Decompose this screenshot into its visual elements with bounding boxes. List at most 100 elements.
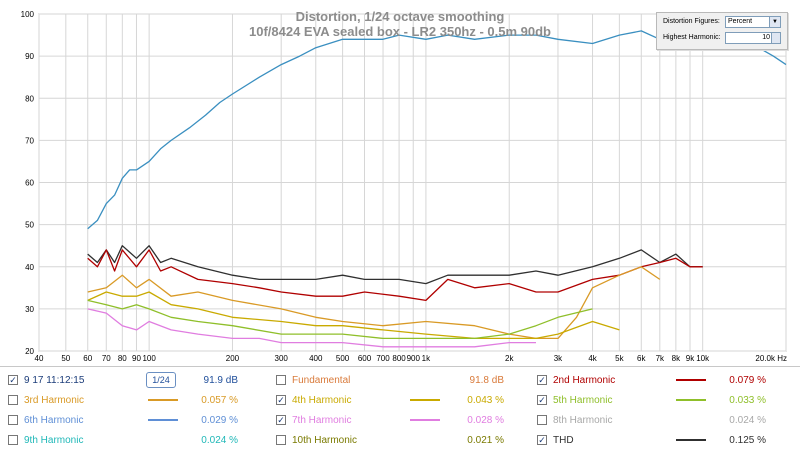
x-tick-label: 9k xyxy=(686,354,695,363)
distortion-chart: 40 50 60 70 80 90 100 200 300 400 500 600 700 800 900 1… xyxy=(21,10,787,363)
legend-item-3rd-harmonic[interactable]: 3rd Harmonic xyxy=(8,390,84,410)
x-tick-label: 90 xyxy=(132,354,141,363)
y-tick-label: 80 xyxy=(25,94,34,103)
legend-swatch-4th-harmonic xyxy=(410,399,440,401)
legend-swatch-3rd-harmonic xyxy=(148,399,178,401)
chart-subtitle: 10f/8424 EVA sealed box - LR2 350hz - 0.… xyxy=(248,24,551,39)
legend-label-fundamental: Fundamental xyxy=(292,374,351,386)
legend-item-fundamental[interactable]: Fundamental xyxy=(276,370,350,390)
highest-harmonic-label: Highest Harmonic: xyxy=(663,34,721,41)
legend-checkbox-7th-harmonic[interactable]: ✓ xyxy=(276,415,286,425)
legend-item-7th-harmonic[interactable]: ✓ 7th Harmonic xyxy=(276,410,351,430)
legend-item-10th-harmonic[interactable]: 10th Harmonic xyxy=(276,430,357,450)
legend-value-8th-harmonic: 0.024 % xyxy=(729,415,766,426)
chart-title: Distortion, 1/24 octave smoothing xyxy=(295,9,505,24)
legend-item-4th-harmonic[interactable]: ✓ 4th Harmonic xyxy=(276,390,351,410)
measurement-checkbox[interactable]: ✓ xyxy=(8,375,18,385)
legend-label-2nd-harmonic: 2nd Harmonic xyxy=(553,374,616,386)
series-line-7th-harmonic xyxy=(87,308,536,348)
x-tick-label: 70 xyxy=(102,354,111,363)
x-tick-label: 600 xyxy=(358,354,372,363)
legend-checkbox-4th-harmonic[interactable]: ✓ xyxy=(276,395,286,405)
series-line-4th-harmonic xyxy=(87,291,620,340)
legend-label-8th-harmonic: 8th Harmonic xyxy=(553,414,613,426)
y-axis-tick-labels: 20 30 40 50 60 70 80 90 100 xyxy=(21,10,35,356)
x-axis-tick-labels: 40 50 60 70 80 90 100 200 300 400 500 600 700 800 900 1… xyxy=(35,354,787,363)
legend-item-2nd-harmonic[interactable]: ✓ 2nd Harmonic xyxy=(537,370,615,390)
legend-checkbox-fundamental[interactable] xyxy=(276,375,286,385)
legend-label-9th-harmonic: 9th Harmonic xyxy=(24,434,84,446)
x-tick-label: 200 xyxy=(226,354,240,363)
plot-grid xyxy=(38,13,787,352)
series-line-3rd-harmonic xyxy=(87,266,661,340)
highest-harmonic-value: 10 xyxy=(762,34,770,41)
y-tick-label: 30 xyxy=(25,305,34,314)
plot-series xyxy=(87,30,787,348)
legend-item-5th-harmonic[interactable]: ✓ 5th Harmonic xyxy=(537,390,612,410)
distortion-figures-label: Distortion Figures: xyxy=(663,18,720,25)
legend-value-fundamental: 91.8 dB xyxy=(469,375,504,386)
legend-value-10th-harmonic: 0.021 % xyxy=(467,435,504,446)
x-tick-label: 6k xyxy=(637,354,646,363)
legend-checkbox-6th-harmonic[interactable] xyxy=(8,415,18,425)
legend-checkbox-2nd-harmonic[interactable]: ✓ xyxy=(537,375,547,385)
series-line-thd xyxy=(87,245,703,285)
legend-swatch-2nd-harmonic xyxy=(676,379,706,381)
measurement-entry[interactable]: ✓ 9 17 11:12:15 xyxy=(8,370,84,390)
legend-item-9th-harmonic[interactable]: 9th Harmonic xyxy=(8,430,83,450)
legend-value-6th-harmonic: 0.029 % xyxy=(201,415,238,426)
legend-checkbox-9th-harmonic[interactable] xyxy=(8,435,18,445)
smoothing-badge[interactable]: 1/24 xyxy=(146,372,176,388)
x-tick-label: 500 xyxy=(336,354,350,363)
legend-checkbox-5th-harmonic[interactable]: ✓ xyxy=(537,395,547,405)
legend-item-8th-harmonic[interactable]: 8th Harmonic xyxy=(537,410,612,430)
y-tick-label: 20 xyxy=(25,347,34,356)
legend-checkbox-3rd-harmonic[interactable] xyxy=(8,395,18,405)
y-tick-label: 60 xyxy=(25,179,34,188)
x-tick-label: 300 xyxy=(275,354,289,363)
legend-label-7th-harmonic: 7th Harmonic xyxy=(292,414,352,426)
legend-checkbox-thd[interactable]: ✓ xyxy=(537,435,547,445)
highest-harmonic-input[interactable]: 10 xyxy=(725,32,781,44)
legend-swatch-5th-harmonic xyxy=(676,399,706,401)
y-tick-label: 50 xyxy=(25,221,34,230)
x-tick-label: 3k xyxy=(554,354,563,363)
y-tick-label: 70 xyxy=(25,136,34,145)
measurement-level: 91.9 dB xyxy=(203,375,238,386)
legend-label-10th-harmonic: 10th Harmonic xyxy=(292,434,358,446)
x-tick-label: 80 xyxy=(118,354,127,363)
legend-checkbox-10th-harmonic[interactable] xyxy=(276,435,286,445)
legend-label-3rd-harmonic: 3rd Harmonic xyxy=(24,394,85,406)
y-tick-label: 100 xyxy=(21,10,35,19)
legend-value-4th-harmonic: 0.043 % xyxy=(467,395,504,406)
legend-swatch-thd xyxy=(676,439,706,441)
legend-value-thd: 0.125 % xyxy=(729,435,766,446)
distortion-plot[interactable]: 40 50 60 70 80 90 100 200 300 400 500 600 700 800 900 1… xyxy=(0,0,800,366)
legend-label-4th-harmonic: 4th Harmonic xyxy=(292,394,352,406)
legend-value-2nd-harmonic: 0.079 % xyxy=(729,375,766,386)
legend-checkbox-8th-harmonic[interactable] xyxy=(537,415,547,425)
series-line-5th-harmonic xyxy=(87,299,593,340)
legend-swatch-6th-harmonic xyxy=(148,419,178,421)
y-tick-label: 40 xyxy=(25,263,34,272)
y-tick-label: 90 xyxy=(25,52,34,61)
legend-label-5th-harmonic: 5th Harmonic xyxy=(553,394,613,406)
chevron-down-icon[interactable]: ▼ xyxy=(769,17,780,27)
legend-value-7th-harmonic: 0.028 % xyxy=(467,415,504,426)
legend-label-thd: THD xyxy=(553,434,574,446)
legend-value-9th-harmonic: 0.024 % xyxy=(201,435,238,446)
legend-label-6th-harmonic: 6th Harmonic xyxy=(24,414,84,426)
x-tick-label: 60 xyxy=(83,354,92,363)
spinner-icon[interactable] xyxy=(771,33,780,43)
legend-item-thd[interactable]: ✓ THD xyxy=(537,430,574,450)
x-tick-label: 4k xyxy=(588,354,597,363)
x-tick-label: 2k xyxy=(505,354,514,363)
x-tick-label: 8k xyxy=(672,354,681,363)
distortion-figures-select[interactable]: Percent ▼ xyxy=(725,16,781,28)
legend-value-3rd-harmonic: 0.057 % xyxy=(201,395,238,406)
measurement-name: 9 17 11:12:15 xyxy=(24,374,85,386)
legend-item-6th-harmonic[interactable]: 6th Harmonic xyxy=(8,410,83,430)
x-tick-label: 7k xyxy=(656,354,665,363)
legend-swatch-7th-harmonic xyxy=(410,419,440,421)
x-tick-label: 5k xyxy=(615,354,624,363)
